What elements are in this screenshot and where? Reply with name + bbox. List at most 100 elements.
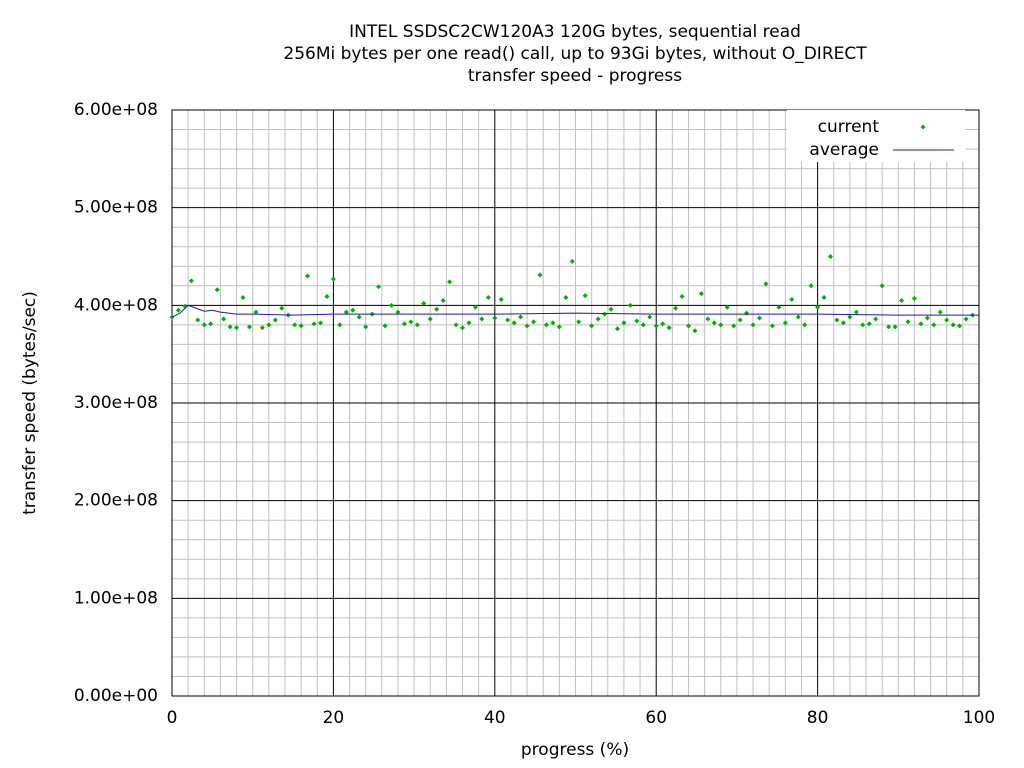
data-point <box>382 323 388 329</box>
data-point <box>660 321 666 327</box>
data-point <box>466 320 472 326</box>
data-point <box>272 317 278 323</box>
chart-subtitle: 256Mi bytes per one read() call, up to 9… <box>283 44 867 64</box>
data-point <box>447 279 453 285</box>
data-point <box>350 307 356 313</box>
data-point <box>440 297 446 303</box>
data-point <box>892 324 898 330</box>
data-point <box>401 321 407 327</box>
x-tick-label: 40 <box>484 708 506 728</box>
data-point <box>905 319 911 325</box>
data-point <box>363 324 369 330</box>
plot-frame <box>171 109 980 697</box>
data-point <box>195 317 201 323</box>
data-point <box>524 323 530 329</box>
data-point <box>853 309 859 315</box>
data-point <box>395 309 401 315</box>
data-point <box>886 324 892 330</box>
data-point <box>266 322 272 328</box>
data-point <box>802 322 808 328</box>
data-point <box>259 325 265 331</box>
y-tick-label: 3.00e+08 <box>74 393 158 413</box>
legend-label: average <box>809 140 879 160</box>
data-point <box>234 325 240 331</box>
data-point <box>808 283 814 289</box>
data-point <box>292 322 298 328</box>
data-point <box>911 295 917 301</box>
data-point <box>724 304 730 310</box>
data-point <box>595 316 601 322</box>
data-point <box>679 294 685 300</box>
data-point <box>608 306 614 312</box>
data-point <box>789 296 795 302</box>
data-point <box>899 297 905 303</box>
data-point <box>737 317 743 323</box>
data-point <box>505 317 511 323</box>
data-point <box>279 305 285 311</box>
data-point <box>937 309 943 315</box>
data-point <box>582 293 588 299</box>
data-point <box>253 309 259 315</box>
legend-box <box>787 110 965 162</box>
data-point <box>389 302 395 308</box>
x-tick-label: 0 <box>167 708 178 728</box>
y-tick-label: 4.00e+08 <box>74 295 158 315</box>
data-point <box>317 320 323 326</box>
data-point <box>711 320 717 326</box>
data-point <box>847 314 853 320</box>
x-tick-label: 60 <box>645 708 667 728</box>
data-point <box>879 283 885 289</box>
data-point <box>918 321 924 327</box>
data-point <box>453 322 459 328</box>
chart-title: INTEL SSDSC2CW120A3 120G bytes, sequenti… <box>349 22 801 42</box>
data-point <box>356 314 362 320</box>
data-point <box>343 309 349 315</box>
y-tick-label: 0.00e+00 <box>74 686 158 706</box>
y-tick-label: 6.00e+08 <box>74 100 158 120</box>
data-point <box>828 254 834 259</box>
x-tick-label: 80 <box>807 708 829 728</box>
data-point <box>460 325 466 331</box>
y-axis-label: transfer speed (bytes/sec) <box>20 291 40 515</box>
data-point <box>298 323 304 329</box>
data-point <box>556 324 562 330</box>
data-point <box>653 323 659 329</box>
data-point <box>518 314 524 320</box>
data-point <box>330 276 336 282</box>
data-point <box>421 300 427 306</box>
x-tick-label: 20 <box>323 708 345 728</box>
data-point <box>498 296 504 302</box>
data-point <box>240 295 246 301</box>
data-point <box>782 320 788 326</box>
data-point <box>931 322 937 328</box>
data-point <box>550 320 556 326</box>
data-point <box>763 281 769 287</box>
data-point <box>414 322 420 328</box>
data-point <box>537 272 543 278</box>
data-point <box>208 321 214 327</box>
data-point <box>569 258 575 264</box>
data-point <box>795 314 801 320</box>
x-tick-label: 100 <box>963 708 995 728</box>
legend-marker <box>920 124 926 130</box>
data-point <box>434 306 440 312</box>
average-line <box>171 304 979 318</box>
chart-subtitle: transfer speed - progress <box>468 66 682 86</box>
data-point <box>479 316 485 322</box>
data-point <box>731 323 737 329</box>
data-point <box>647 314 653 320</box>
data-point <box>305 273 311 279</box>
data-point <box>602 311 608 317</box>
data-point <box>634 318 640 324</box>
data-point <box>756 315 762 321</box>
data-point <box>627 302 633 308</box>
data-point <box>924 315 930 321</box>
data-point <box>576 319 582 325</box>
y-tick-label: 1.00e+08 <box>74 588 158 608</box>
data-point <box>860 322 866 328</box>
data-point <box>873 316 879 322</box>
data-point <box>563 295 569 301</box>
data-point <box>492 315 498 321</box>
data-point <box>957 323 963 329</box>
